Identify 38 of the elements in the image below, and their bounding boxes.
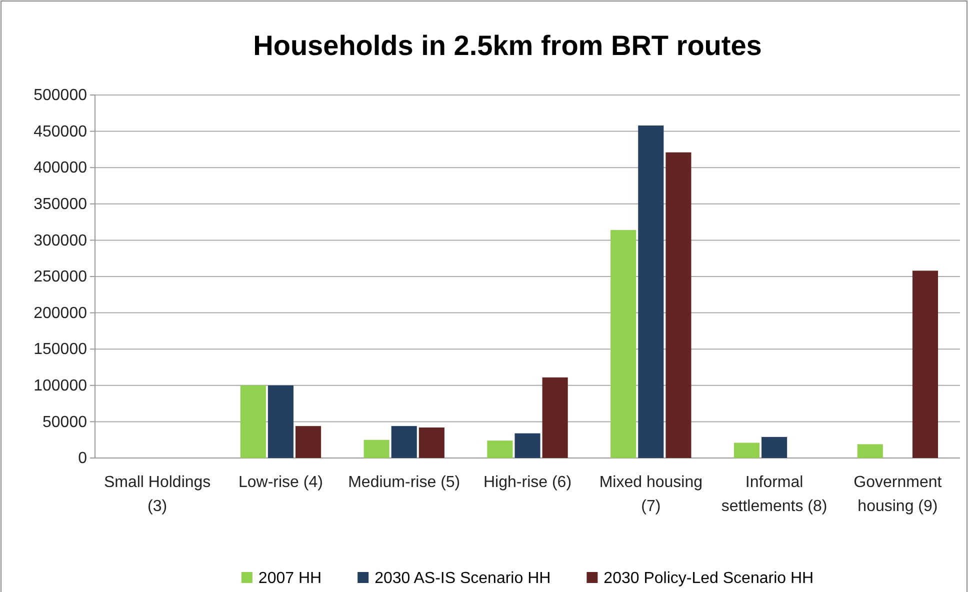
- bar: [762, 436, 788, 458]
- bar: [610, 230, 636, 458]
- chart-title: Households in 2.5km from BRT routes: [253, 30, 762, 61]
- y-tick-label: 250000: [34, 268, 88, 286]
- x-tick-label: Informal settlements (8): [721, 474, 828, 516]
- bar: [391, 426, 417, 458]
- y-tick-label: 200000: [34, 304, 88, 322]
- y-tick-label: 350000: [34, 196, 88, 214]
- y-tick-label: 300000: [34, 232, 88, 250]
- bar: [240, 385, 266, 458]
- bar: [418, 428, 444, 458]
- y-tick-label: 400000: [34, 160, 88, 177]
- bar: [295, 426, 322, 458]
- x-tick-label: Low-rise (4): [238, 474, 323, 492]
- bar: [487, 440, 513, 458]
- bar: [542, 377, 568, 458]
- bar: [666, 152, 692, 458]
- y-tick-label: 0: [78, 450, 88, 468]
- x-tick-label: Government housing (9): [854, 474, 942, 516]
- legend-label: 2030 AS-IS Scenario HH: [374, 570, 551, 587]
- bar: [857, 444, 883, 458]
- x-tick-label: Mixed housing (7): [599, 474, 702, 516]
- bar: [268, 385, 294, 458]
- y-tick-label: 150000: [34, 341, 88, 358]
- y-tick-label: 500000: [34, 87, 88, 104]
- y-tick-label: 450000: [34, 123, 88, 140]
- bar: [638, 125, 664, 458]
- y-tick-label: 50000: [42, 414, 88, 431]
- legend-label: 2030 Policy-Led Scenario HH: [604, 570, 814, 587]
- bar: [734, 442, 760, 458]
- x-tick-label: High-rise (6): [483, 474, 572, 492]
- x-tick-label: Small Holdings (3): [104, 474, 211, 516]
- y-tick-label: 100000: [34, 378, 88, 395]
- legend-label: 2007 HH: [258, 570, 322, 587]
- bar: [514, 433, 540, 458]
- bar: [364, 440, 390, 458]
- bar: [912, 270, 938, 458]
- x-tick-label: Medium-rise (5): [348, 474, 460, 492]
